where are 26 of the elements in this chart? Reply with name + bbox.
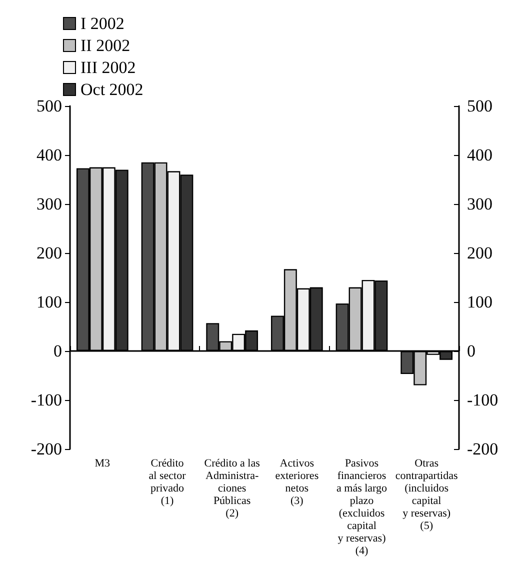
x-tick-label: Otras contrapartidas (incluidos capital y reservas) (5) xyxy=(395,457,458,532)
y-tick-label: 200 xyxy=(36,244,62,262)
x-tick-label: Activos exteriores netos (3) xyxy=(275,457,319,507)
legend-label: I 2002 xyxy=(80,14,124,33)
y2-tick-label: -100 xyxy=(467,390,498,410)
legend-label: III 2002 xyxy=(80,58,136,77)
y2-tick-label: 0 xyxy=(467,342,476,360)
x-tick-label: M3 xyxy=(94,457,111,470)
y-tick-label: 400 xyxy=(36,146,62,164)
x-tick-label: Crédito al sector privado (1) xyxy=(148,457,186,507)
y-tick-label: 100 xyxy=(36,292,62,312)
y-tick-label: -100 xyxy=(30,390,62,410)
y-tick-label: 300 xyxy=(36,194,62,214)
y-tick-label: 500 xyxy=(36,96,62,116)
y2-tick-label: 200 xyxy=(467,244,492,262)
legend-label: II 2002 xyxy=(80,36,130,55)
y-tick-label: -200 xyxy=(30,440,62,458)
y2-tick-label: 300 xyxy=(467,194,492,214)
y2-tick-label: 100 xyxy=(467,292,492,312)
legend-label: Oct 2002 xyxy=(80,80,144,99)
x-tick-label: Pasivos financieros a más largo plazo (excluidos capital y reservas) (4) xyxy=(336,457,388,557)
y2-tick-label: -200 xyxy=(467,440,498,458)
y2-tick-label: 500 xyxy=(467,96,492,116)
x-tick-label: Crédito a las Administra- ciones Públicas (2) xyxy=(204,457,260,520)
y2-tick-label: 400 xyxy=(467,146,492,164)
y-tick-label: 0 xyxy=(54,342,62,360)
